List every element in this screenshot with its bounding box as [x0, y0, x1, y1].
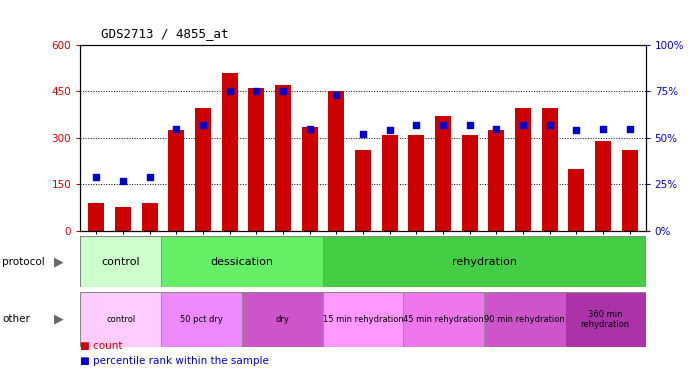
- Point: [224, 88, 235, 94]
- Bar: [565, 292, 646, 347]
- Bar: [248, 88, 265, 231]
- Point: [517, 122, 528, 128]
- Bar: [322, 236, 646, 287]
- Point: [438, 122, 449, 128]
- Bar: [408, 135, 424, 231]
- Point: [491, 126, 502, 132]
- Text: control: control: [106, 315, 135, 324]
- Point: [144, 174, 155, 180]
- Bar: [435, 116, 451, 231]
- Text: dry: dry: [275, 315, 289, 324]
- Bar: [515, 108, 531, 231]
- Point: [544, 122, 555, 128]
- Text: ■ percentile rank within the sample: ■ percentile rank within the sample: [80, 357, 269, 366]
- Point: [357, 131, 369, 137]
- Bar: [355, 150, 371, 231]
- Text: 360 min
rehydration: 360 min rehydration: [581, 310, 630, 329]
- Text: protocol: protocol: [2, 256, 45, 267]
- Bar: [542, 108, 558, 231]
- Bar: [302, 127, 318, 231]
- Text: 90 min rehydration: 90 min rehydration: [484, 315, 565, 324]
- Point: [117, 177, 128, 183]
- Point: [277, 88, 288, 94]
- Text: GDS2713 / 4855_at: GDS2713 / 4855_at: [101, 27, 229, 40]
- Bar: [382, 135, 398, 231]
- Point: [597, 126, 609, 132]
- Point: [384, 128, 395, 134]
- Text: ■ count: ■ count: [80, 342, 123, 351]
- Bar: [568, 169, 584, 231]
- Point: [91, 174, 102, 180]
- Bar: [161, 236, 322, 287]
- Point: [331, 92, 342, 98]
- Bar: [484, 292, 565, 347]
- Text: ▶: ▶: [54, 255, 64, 268]
- Text: ▶: ▶: [54, 313, 64, 326]
- Text: other: other: [2, 314, 30, 324]
- Bar: [322, 292, 403, 347]
- Bar: [242, 292, 322, 347]
- Point: [304, 126, 315, 132]
- Bar: [161, 292, 242, 347]
- Point: [571, 128, 582, 134]
- Bar: [275, 85, 291, 231]
- Bar: [222, 73, 237, 231]
- Bar: [115, 207, 131, 231]
- Text: 50 pct dry: 50 pct dry: [180, 315, 223, 324]
- Point: [171, 126, 182, 132]
- Bar: [461, 135, 477, 231]
- Point: [251, 88, 262, 94]
- Bar: [489, 130, 504, 231]
- Text: control: control: [101, 256, 140, 267]
- Text: 45 min rehydration: 45 min rehydration: [403, 315, 484, 324]
- Text: 15 min rehydration: 15 min rehydration: [322, 315, 403, 324]
- Bar: [80, 236, 161, 287]
- Bar: [168, 130, 184, 231]
- Point: [410, 122, 422, 128]
- Bar: [595, 141, 611, 231]
- Bar: [403, 292, 484, 347]
- Bar: [80, 292, 161, 347]
- Bar: [142, 203, 158, 231]
- Text: rehydration: rehydration: [452, 256, 517, 267]
- Bar: [195, 108, 211, 231]
- Point: [624, 126, 635, 132]
- Point: [464, 122, 475, 128]
- Bar: [88, 203, 104, 231]
- Text: dessication: dessication: [210, 256, 274, 267]
- Bar: [622, 150, 638, 231]
- Bar: [328, 92, 344, 231]
- Point: [198, 122, 209, 128]
